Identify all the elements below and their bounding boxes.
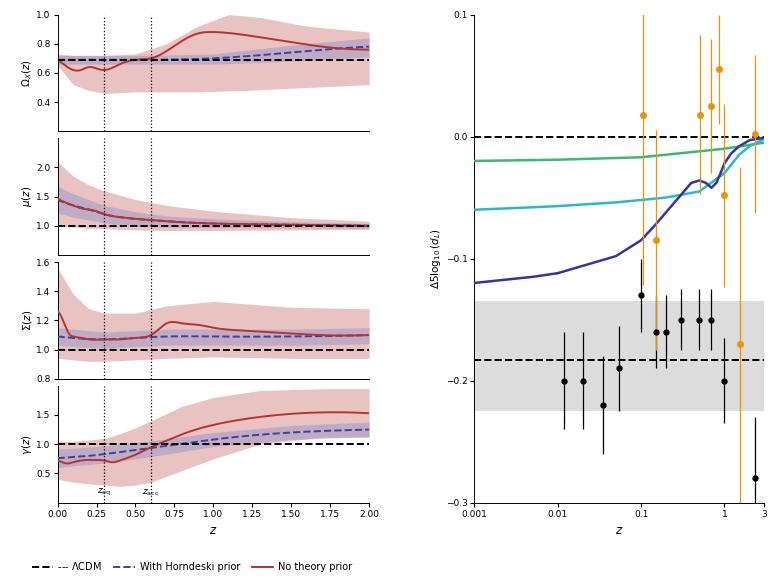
Text: $z_{\rm eq}$: $z_{\rm eq}$: [98, 487, 111, 498]
Y-axis label: $\gamma(z)$: $\gamma(z)$: [19, 434, 34, 454]
X-axis label: $z$: $z$: [209, 524, 217, 537]
Legend: $\!$--- $\Lambda$CDM, With Horndeski prior, No theory prior: $\!$--- $\Lambda$CDM, With Horndeski pri…: [28, 557, 356, 576]
Y-axis label: $\Omega_X(z)$: $\Omega_X(z)$: [20, 59, 34, 87]
Bar: [475, 302, 764, 411]
Text: $z_{\rm acc}$: $z_{\rm acc}$: [142, 487, 160, 498]
X-axis label: $z$: $z$: [615, 524, 624, 537]
Y-axis label: $\Delta 5\log_{10}(d_L)$: $\Delta 5\log_{10}(d_L)$: [429, 228, 443, 289]
Y-axis label: $\Sigma(z)$: $\Sigma(z)$: [21, 310, 34, 331]
Y-axis label: $\mu(z)$: $\mu(z)$: [19, 186, 34, 207]
